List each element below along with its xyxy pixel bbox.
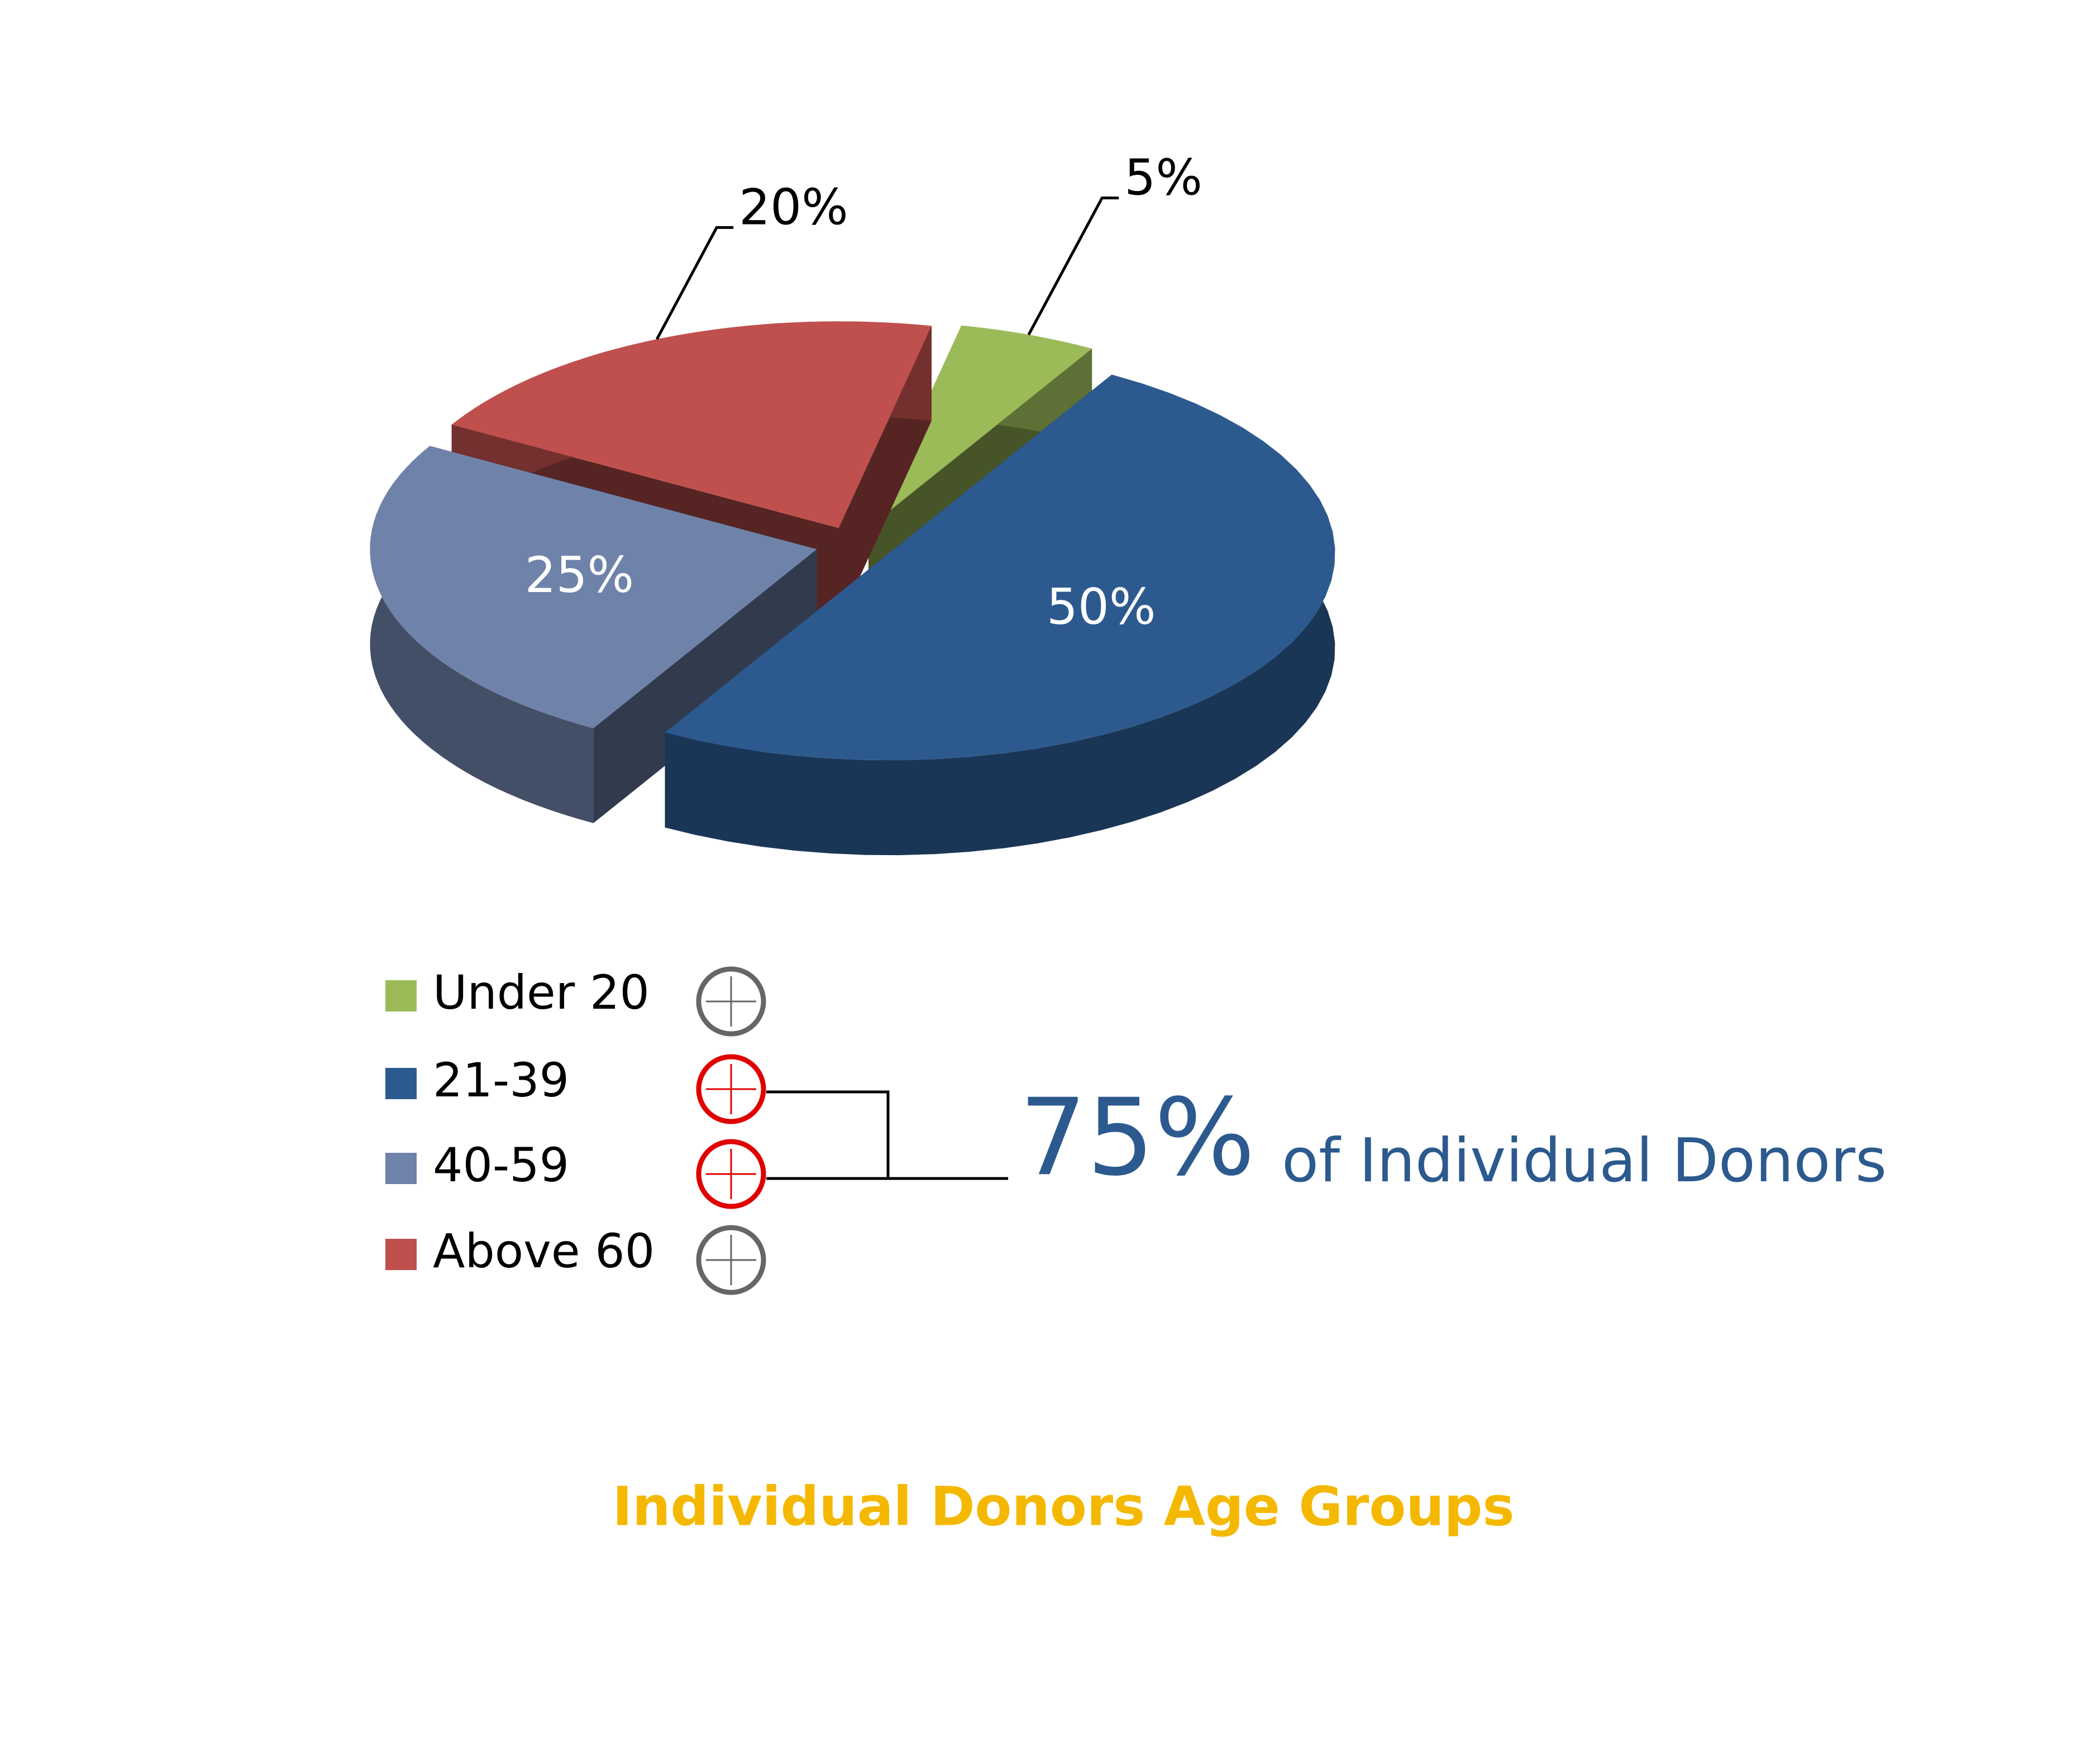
reticle-cross bbox=[706, 1149, 756, 1199]
legend-swatch bbox=[385, 1153, 417, 1184]
data-label: 25% bbox=[525, 546, 634, 604]
legend-label: Under 20 bbox=[433, 965, 650, 1020]
slice-top bbox=[451, 321, 932, 528]
slice-top bbox=[370, 446, 817, 728]
reticle-icon bbox=[696, 966, 766, 1037]
reticle-icon bbox=[696, 1225, 766, 1295]
reticle-icon bbox=[696, 1139, 766, 1209]
reticle-cross bbox=[706, 1235, 756, 1285]
annotation-value: 75% bbox=[1019, 1076, 1255, 1199]
slice bbox=[370, 446, 817, 823]
bracket bbox=[766, 1090, 1008, 1180]
slice-top bbox=[665, 374, 1335, 761]
legend-label: Above 60 bbox=[433, 1224, 655, 1278]
legend-swatch bbox=[385, 1068, 417, 1099]
data-label: 5% bbox=[1124, 149, 1202, 206]
legend-label: 40-59 bbox=[433, 1138, 569, 1192]
data-label: 20% bbox=[739, 178, 848, 236]
chart-title: Individual Donors Age Groups bbox=[612, 1475, 1514, 1538]
slice-side bbox=[665, 374, 1335, 856]
leader-line bbox=[1027, 196, 1119, 336]
legend-swatch bbox=[385, 1239, 417, 1270]
annotation-text: of Individual Donors bbox=[1282, 1126, 1887, 1196]
legend-label: 21-39 bbox=[433, 1053, 569, 1108]
reticle-cross bbox=[706, 976, 756, 1027]
legend-swatch bbox=[385, 980, 417, 1011]
reticle-icon bbox=[696, 1054, 766, 1124]
leader-line bbox=[655, 226, 734, 340]
slice-top bbox=[868, 325, 1092, 528]
data-label: 50% bbox=[1047, 578, 1156, 636]
reticle-cross bbox=[706, 1064, 756, 1114]
slice bbox=[665, 374, 1335, 856]
